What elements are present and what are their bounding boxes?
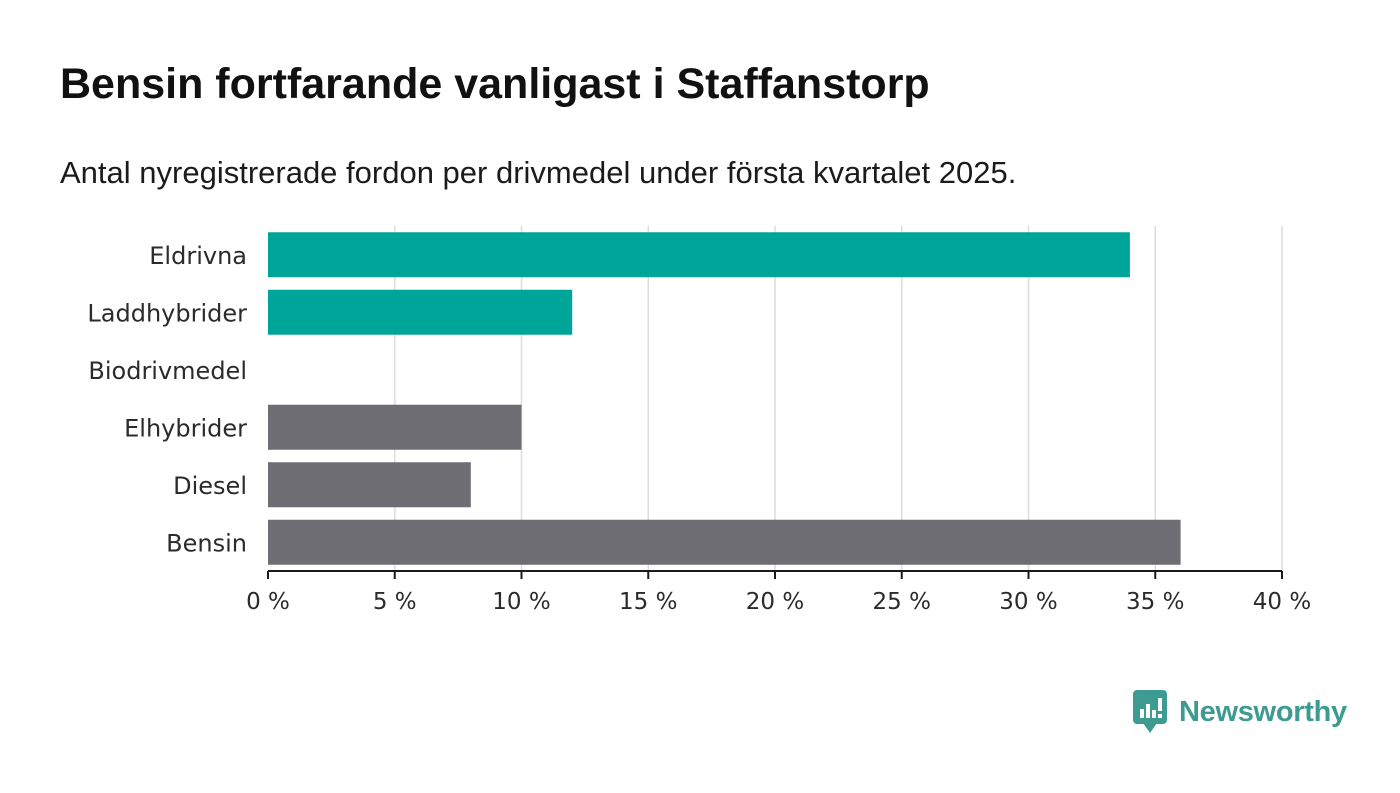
x-tick-label: 0 %: [246, 589, 290, 615]
bar-laddhybrider: [268, 289, 573, 335]
category-label: Eldrivna: [149, 242, 247, 270]
category-label: Diesel: [173, 472, 247, 500]
brand-name: Newsworthy: [1179, 695, 1347, 728]
x-tick-label: 25 %: [873, 589, 931, 615]
newsworthy-brand: Newsworthy: [1133, 690, 1347, 734]
x-tick-label: 5 %: [373, 589, 417, 615]
x-tick-label: 15 %: [619, 589, 677, 615]
newsworthy-logo-icon: [1133, 690, 1167, 733]
category-label: Elhybrider: [124, 414, 247, 442]
bar-eldrivna: [268, 232, 1130, 278]
bar-diesel: [268, 462, 471, 508]
x-tick-label: 30 %: [999, 589, 1057, 615]
x-tick-label: 20 %: [746, 589, 804, 615]
bar-elhybrider: [268, 404, 522, 450]
chart-subtitle: Antal nyregistrerade fordon per drivmede…: [60, 155, 1017, 190]
category-label: Laddhybrider: [87, 299, 247, 327]
bar-bensin: [268, 519, 1181, 565]
x-tick-label: 40 %: [1253, 589, 1311, 615]
x-tick-label: 35 %: [1126, 589, 1184, 615]
category-label: Biodrivmedel: [88, 357, 247, 385]
chart-title: Bensin fortfarande vanligast i Staffanst…: [60, 60, 930, 108]
x-tick-label: 10 %: [492, 589, 550, 615]
category-label: Bensin: [166, 529, 247, 557]
